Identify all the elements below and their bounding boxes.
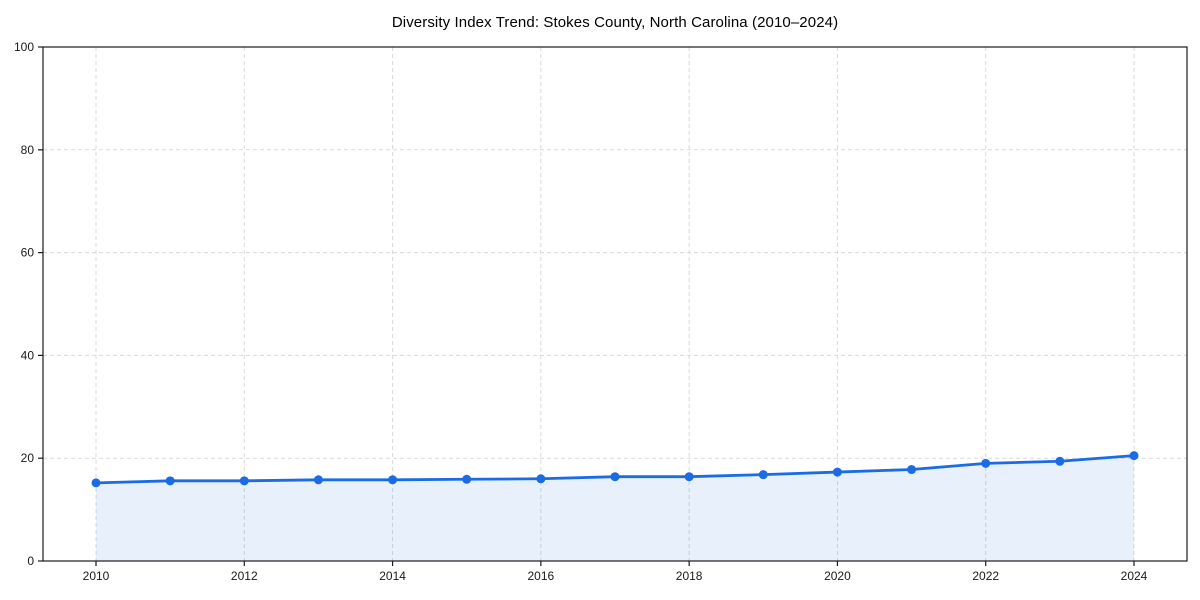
x-tick-label: 2012 xyxy=(231,569,258,583)
data-point-marker xyxy=(907,465,917,475)
data-point-marker xyxy=(313,475,323,485)
x-tick-label: 2020 xyxy=(824,569,851,583)
data-point-marker xyxy=(684,472,694,482)
y-tick-label: 0 xyxy=(27,554,34,568)
data-point-marker xyxy=(388,475,398,485)
data-point-marker xyxy=(610,472,620,482)
data-point-marker xyxy=(1129,451,1139,461)
y-tick-label: 60 xyxy=(21,246,35,260)
data-point-marker xyxy=(165,476,175,486)
area-fill xyxy=(96,455,1134,561)
y-tick-label: 20 xyxy=(21,451,35,465)
x-tick-label: 2018 xyxy=(676,569,703,583)
data-point-marker xyxy=(981,458,991,468)
x-tick-label: 2016 xyxy=(528,569,555,583)
data-point-marker xyxy=(1055,456,1065,466)
y-tick-label: 100 xyxy=(14,40,34,54)
chart-title: Diversity Index Trend: Stokes County, No… xyxy=(391,14,839,31)
x-tick-label: 2022 xyxy=(972,569,999,583)
plot-frame xyxy=(42,46,1188,562)
x-tick-label: 2024 xyxy=(1121,569,1148,583)
x-tick-label: 2010 xyxy=(83,569,110,583)
data-point-marker xyxy=(758,470,768,480)
y-tick-label: 40 xyxy=(21,348,35,362)
data-point-marker xyxy=(91,478,101,488)
y-tick-label: 80 xyxy=(21,143,35,157)
data-point-marker xyxy=(462,474,472,484)
data-point-marker xyxy=(239,476,249,486)
data-point-marker xyxy=(832,467,842,477)
x-tick-label: 2014 xyxy=(379,569,406,583)
data-point-marker xyxy=(536,474,546,484)
